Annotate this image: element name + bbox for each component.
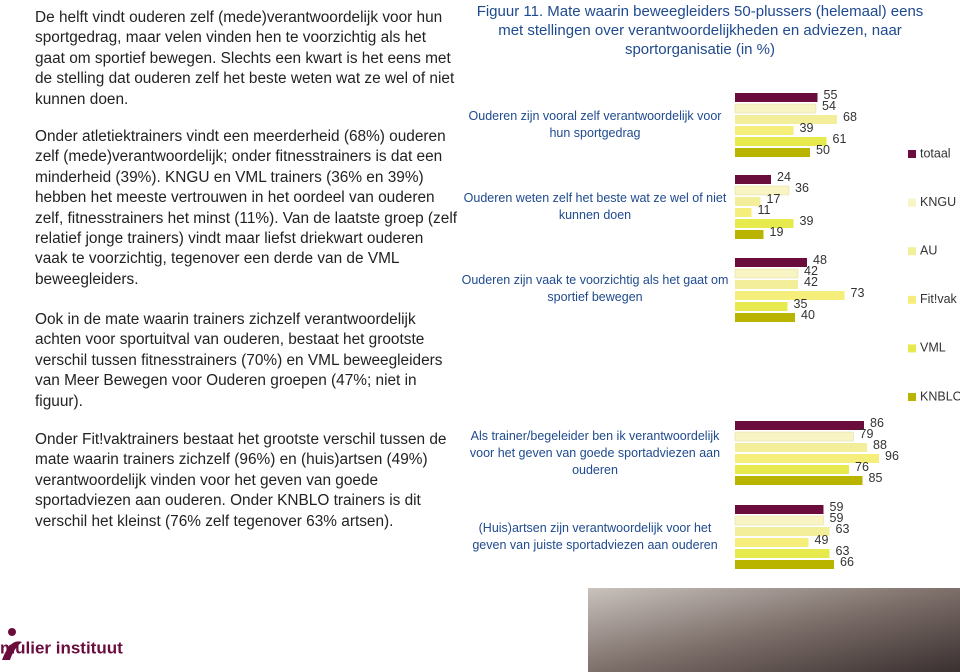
logo-text: mulier instituut — [0, 638, 123, 657]
value-label: 35 — [794, 297, 808, 311]
legend-label: KNBLO — [920, 389, 960, 403]
value-label: 66 — [840, 555, 854, 569]
value-label: 86 — [870, 416, 884, 430]
logo-icon — [2, 628, 22, 660]
value-label: 42 — [804, 275, 818, 289]
legend-label: Fit!vak — [920, 292, 958, 306]
value-label: 59 — [830, 500, 844, 514]
bar — [735, 208, 752, 217]
value-label: 68 — [843, 110, 857, 124]
value-label: 61 — [833, 132, 847, 146]
legend-label: AU — [920, 243, 937, 257]
value-label: 73 — [851, 286, 865, 300]
bar — [735, 93, 818, 102]
bar — [735, 258, 807, 267]
bar — [735, 291, 845, 300]
legend-swatch — [908, 150, 916, 158]
value-label: 24 — [777, 170, 791, 184]
category-label: Ouderen weten zelf het beste wat ze wel … — [463, 191, 727, 222]
bar — [735, 280, 798, 289]
category-label: Ouderen zijn vooral zelf verantwoordelij… — [468, 109, 722, 140]
bar — [735, 465, 849, 474]
value-label: 42 — [804, 264, 818, 278]
value-label: 79 — [860, 427, 874, 441]
value-label: 39 — [800, 214, 814, 228]
bar — [735, 454, 879, 463]
legend-swatch — [908, 295, 916, 304]
bar — [735, 137, 827, 146]
value-label: 39 — [800, 121, 814, 135]
category-label: Ouderen zijn vaak te voorzichtig als het… — [461, 273, 729, 304]
legend-label: totaal — [920, 146, 951, 160]
category-label: (Huis)artsen zijn verantwoordelijk voor … — [472, 521, 718, 552]
value-label: 63 — [836, 522, 850, 536]
legend-label: KNGU — [920, 195, 956, 209]
legend-swatch — [908, 344, 916, 353]
value-label: 88 — [873, 438, 887, 452]
bar — [735, 538, 809, 547]
bar — [735, 505, 824, 514]
paragraph: Ook in de mate waarin trainers zichzelf … — [35, 311, 443, 410]
value-label: 36 — [795, 181, 809, 195]
value-label: 96 — [885, 449, 899, 463]
value-label: 55 — [824, 88, 838, 102]
value-label: 59 — [830, 511, 844, 525]
legend-swatch — [908, 393, 916, 401]
value-label: 54 — [822, 99, 836, 113]
bar — [734, 185, 790, 196]
bar — [734, 103, 817, 114]
bar — [735, 126, 794, 135]
bar — [735, 443, 867, 452]
bar — [735, 476, 863, 485]
bar — [735, 302, 788, 311]
bar — [735, 148, 810, 157]
value-label: 63 — [836, 544, 850, 558]
bar — [734, 268, 799, 279]
value-label: 76 — [855, 460, 869, 474]
bar — [735, 560, 834, 569]
value-label: 50 — [816, 143, 830, 157]
bar — [735, 421, 864, 430]
legend-swatch — [908, 198, 916, 207]
figure-title: Figuur 11. Mate waarin beweegleiders 50-… — [476, 3, 924, 58]
bar — [735, 313, 795, 322]
bar — [735, 219, 794, 228]
legend-swatch — [908, 247, 916, 256]
bar — [735, 230, 764, 239]
value-label: 49 — [815, 533, 829, 547]
bar — [734, 515, 824, 526]
value-label: 17 — [767, 192, 781, 206]
paragraph: Onder atletiektrainers vindt een meerder… — [35, 128, 458, 288]
bar — [734, 431, 854, 442]
bar — [735, 549, 830, 558]
bar — [735, 175, 771, 184]
value-label: 85 — [869, 471, 883, 485]
value-label: 48 — [813, 253, 827, 267]
paragraph: De helft vindt ouderen zelf (mede)verant… — [35, 9, 455, 108]
bar — [735, 527, 830, 536]
bar — [735, 197, 761, 206]
bar — [735, 115, 837, 124]
value-label: 40 — [801, 308, 815, 322]
legend-label: VML — [920, 341, 946, 355]
photo — [588, 588, 960, 672]
category-label: Als trainer/begeleider ben ik verantwoor… — [469, 429, 721, 477]
value-label: 19 — [770, 225, 784, 239]
paragraph: Onder Fit!vaktrainers bestaat het groots… — [35, 431, 447, 530]
value-label: 11 — [758, 203, 771, 217]
